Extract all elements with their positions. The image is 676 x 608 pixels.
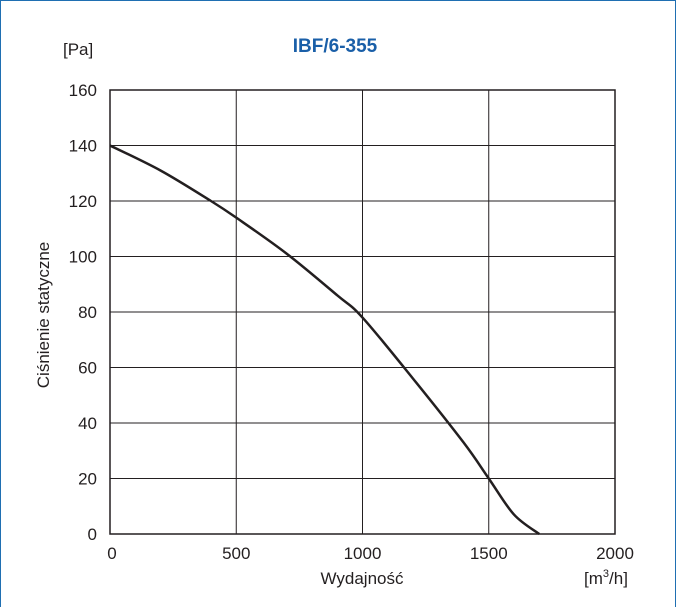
x-tick-label: 1000 [344,544,382,563]
x-tick-label: 1500 [470,544,508,563]
x-axis-label: Wydajność [321,569,404,588]
y-tick-label: 0 [88,525,97,544]
x-unit-superscript: 3 [603,568,609,580]
y-tick-label: 20 [78,470,97,489]
y-tick-label: 40 [78,414,97,433]
x-unit-label: [m3/h] [584,568,628,588]
series-layer [109,144,541,536]
y-tick-label: 60 [78,359,97,378]
y-tick-label: 100 [69,248,97,267]
chart-title: IBF/6-355 [293,36,378,57]
plot-area-border [109,89,616,535]
y-unit-label: [Pa] [63,40,93,59]
x-tick-label: 500 [222,544,250,563]
y-axis-label: Ciśnienie statyczne [34,242,53,388]
series-line-0 [109,144,541,536]
x-tick-label: 2000 [596,544,634,563]
y-tick-label: 120 [69,192,97,211]
x-unit-prefix: [m [584,569,603,588]
tick-labels: 0 500 1000 1500 2000 0 20 40 60 80 100 120 140 160 [69,81,634,563]
x-unit-suffix: /h] [609,569,628,588]
x-tick-label: 0 [107,544,116,563]
grid-lines [109,89,616,535]
y-tick-label: 140 [69,137,97,156]
y-tick-label: 80 [78,303,97,322]
y-tick-label: 160 [69,81,97,100]
